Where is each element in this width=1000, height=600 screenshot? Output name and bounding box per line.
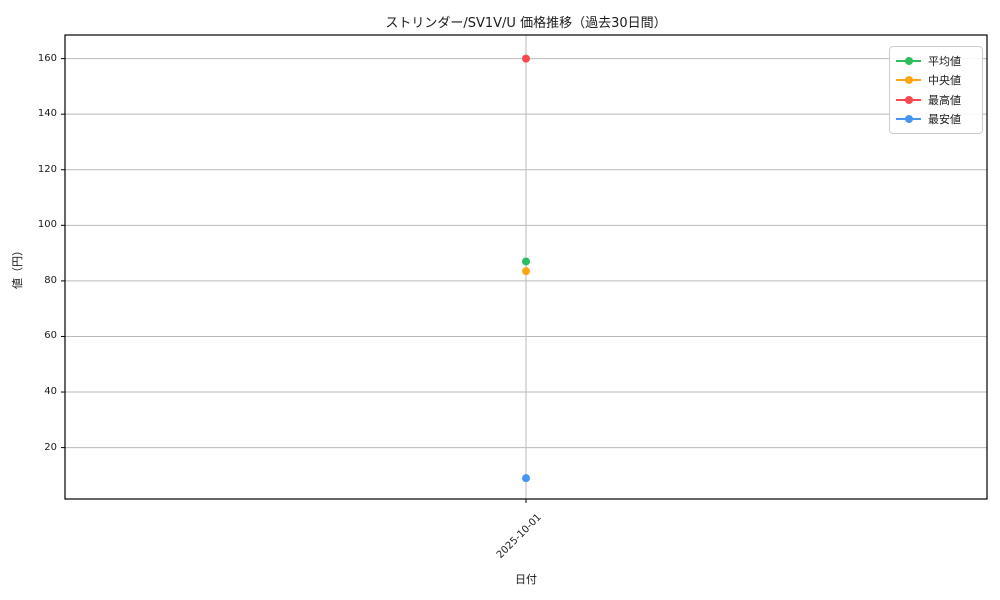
legend-item-max: 最高値 — [896, 90, 976, 110]
y-tick-label: 120 — [37, 163, 57, 175]
chart-title: ストリンダー/SV1V/U 価格推移（過去30日間） — [385, 16, 667, 31]
x-axis-label: 日付 — [515, 573, 537, 586]
legend-label: 最安値 — [928, 113, 961, 127]
legend-label: 平均値 — [928, 54, 961, 68]
data-point-max — [522, 54, 530, 63]
legend-dot-icon — [904, 76, 913, 85]
y-tick-label: 160 — [37, 52, 57, 64]
legend-dot-icon — [904, 115, 913, 124]
legend-marker-icon — [896, 76, 921, 85]
legend: 平均値中央値最高値最安値 — [889, 46, 983, 134]
legend-item-median: 中央値 — [896, 71, 976, 91]
y-tick-label: 140 — [37, 108, 57, 120]
legend-item-min: 最安値 — [896, 110, 976, 130]
legend-marker-icon — [896, 56, 921, 65]
legend-dot-icon — [904, 56, 913, 65]
data-point-min — [522, 474, 530, 483]
legend-label: 最高値 — [928, 93, 961, 107]
data-point-median — [522, 267, 530, 276]
legend-marker-icon — [896, 95, 921, 104]
y-tick-label: 100 — [37, 219, 57, 231]
y-tick-label: 60 — [44, 330, 57, 342]
y-tick-label: 20 — [44, 441, 57, 453]
legend-dot-icon — [904, 95, 913, 104]
plot-frame — [64, 34, 988, 500]
legend-item-average: 平均値 — [896, 51, 976, 71]
data-point-average — [522, 257, 530, 266]
y-tick-label: 80 — [44, 274, 57, 286]
legend-label: 中央値 — [928, 74, 961, 88]
y-axis-label: 値（円） — [11, 245, 24, 289]
y-tick-label: 40 — [44, 386, 57, 398]
legend-marker-icon — [896, 115, 921, 124]
